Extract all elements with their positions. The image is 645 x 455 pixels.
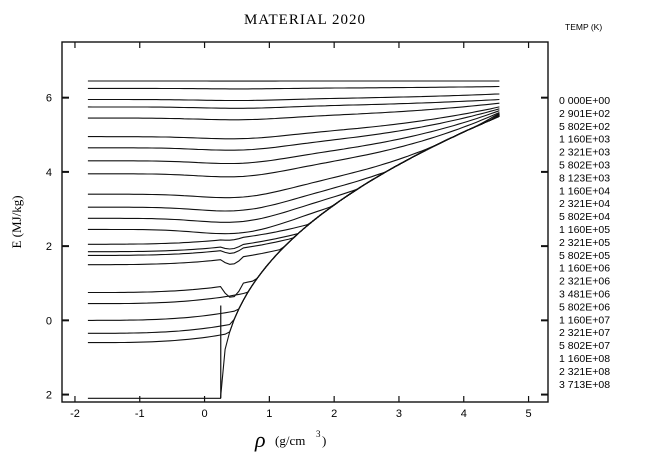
temperature-curve [87,115,500,399]
temperature-curve [87,113,500,212]
x-tick-label: 1 [266,408,272,420]
y-tick-label: 4 [46,167,52,179]
x-tick-label: 0 [201,408,207,420]
legend-entry: 2 321E+08 [559,366,610,378]
x-axis: -2 -1 0 1 2 3 4 5 [70,42,532,420]
y-axis-label: E (MJ/kg) [9,195,24,248]
legend-entry: 5 802E+05 [559,250,610,262]
x-tick-label: 5 [525,408,531,420]
legend-entry: 2 321E+07 [559,327,610,339]
plot-frame [61,41,549,403]
legend-entry: 5 802E+03 [559,160,610,172]
legend-entry: 5 802E+04 [559,211,610,223]
x-tick-label: 2 [331,408,337,420]
x-tick-label: 3 [396,408,402,420]
chart-title: MATERIAL 2020 [244,12,366,28]
y-tick-label: 0 [46,315,52,327]
x-axis-label: ρ (g/cm 3 ) [254,427,326,452]
temperature-curve [87,106,500,140]
legend-entry: 1 160E+04 [559,185,610,197]
legend-entry: 8 123E+03 [559,172,610,184]
legend-entry: 3 481E+06 [559,289,610,301]
x-tick-label: -1 [135,408,145,420]
temperature-curve [87,111,500,178]
curve-group [87,80,500,399]
y-tick-label: 6 [46,93,52,105]
legend-entry: 1 160E+08 [559,353,610,365]
x-axis-label-unit: (g/cm [275,433,305,448]
temperature-curve [87,110,500,165]
temperature-curve [87,115,500,334]
x-tick-label: -2 [70,408,80,420]
temperature-curve [87,108,500,151]
x-axis-label-close: ) [322,433,326,448]
legend-entry: 2 321E+06 [559,276,610,288]
legend-entry: 5 802E+07 [559,340,610,352]
temperature-curve [87,85,500,90]
legend-title: TEMP (K) [565,22,602,32]
legend-entry: 5 802E+06 [559,301,610,313]
x-tick-label: 4 [461,408,467,420]
legend-entry: 5 802E+02 [559,121,610,133]
legend-entry: 2 321E+04 [559,198,610,210]
x-axis-label-symbol: ρ [254,427,266,452]
x-axis-label-sup: 3 [316,429,321,439]
legend: 0 000E+002 901E+025 802E+021 160E+032 32… [559,95,610,391]
legend-entry: 2 321E+05 [559,237,610,249]
y-tick-label: 2 [46,241,52,253]
legend-entry: 2 321E+03 [559,147,610,159]
temperature-curve [87,112,500,199]
legend-entry: 1 160E+03 [559,134,610,146]
legend-entry: 1 160E+05 [559,224,610,236]
legend-entry: 1 160E+06 [559,263,610,275]
temperature-curve [87,115,500,298]
legend-entry: 1 160E+07 [559,314,610,326]
temperature-curve [87,102,500,121]
temperature-curve [87,98,500,109]
legend-entry: 2 901E+02 [559,108,610,120]
y-axis: 6 4 2 0 2 [46,93,548,402]
temperature-curve [87,93,500,102]
legend-entry: 3 713E+08 [559,379,610,391]
temperature-curve [87,115,500,266]
legend-entry: 0 000E+00 [559,95,610,107]
y-tick-label: 2 [46,390,52,402]
